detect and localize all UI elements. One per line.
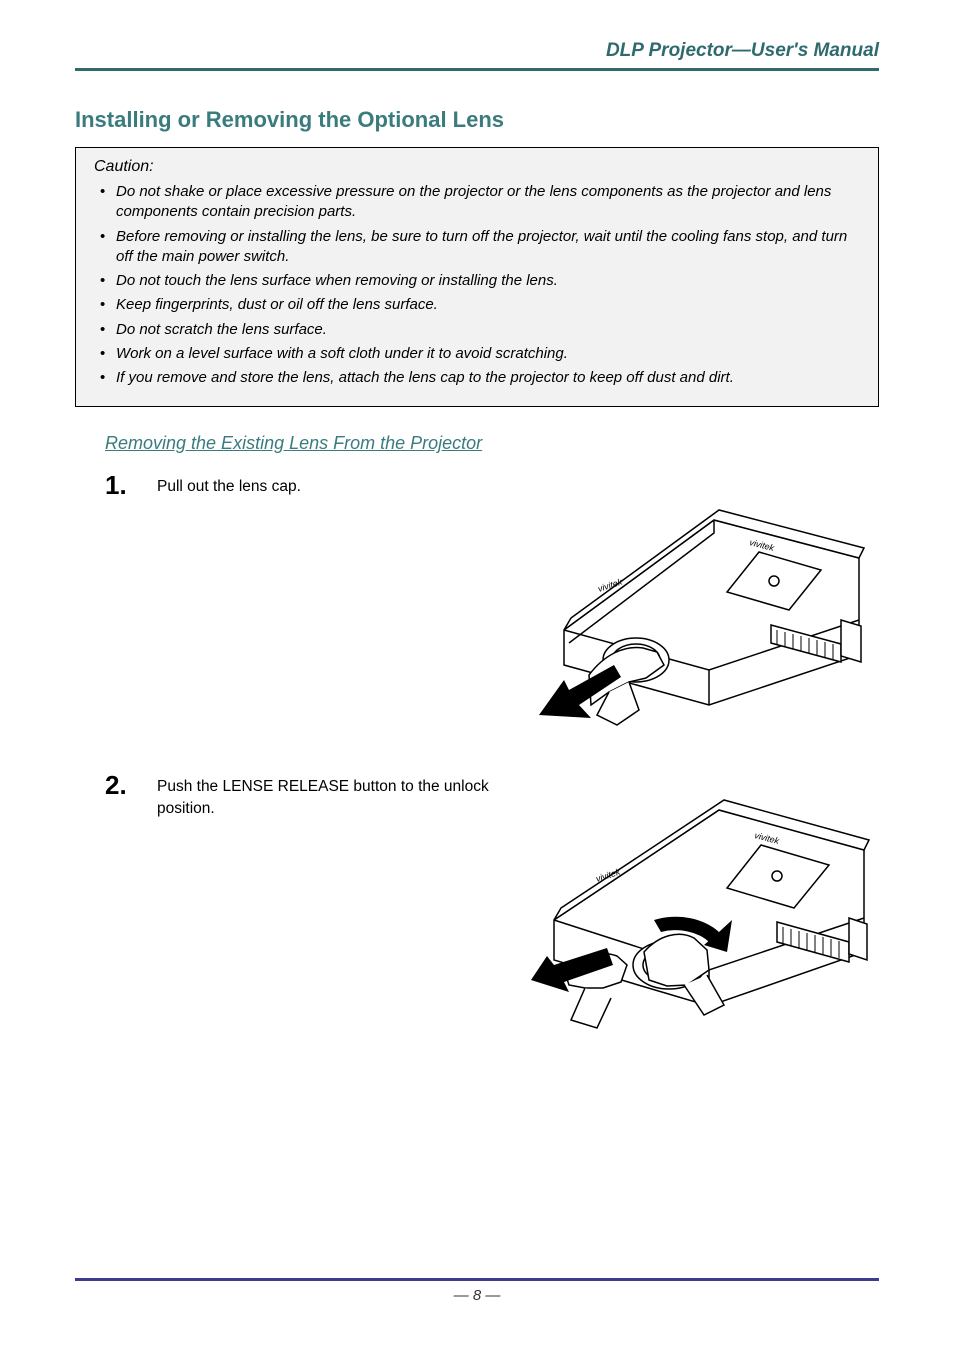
section-title: Installing or Removing the Optional Lens — [75, 107, 879, 133]
step-number: 1. — [105, 470, 157, 501]
caution-item: Keep fingerprints, dust or oil off the l… — [94, 295, 860, 315]
step-illustration: vivitek vivitek — [509, 470, 879, 740]
caution-item: Do not scratch the lens surface. — [94, 320, 860, 340]
page-footer: — 8 — — [75, 1278, 879, 1304]
caution-list: Do not shake or place excessive pressure… — [94, 182, 860, 388]
step-row: 1. Pull out the lens cap. — [105, 470, 879, 740]
step-row: 2. Push the LENSE RELEASE button to the … — [105, 770, 879, 1040]
caution-item: Before removing or installing the lens, … — [94, 227, 860, 268]
caution-item: Do not shake or place excessive pressure… — [94, 182, 860, 223]
caution-label: Caution: — [94, 158, 860, 176]
header-rule — [75, 68, 879, 71]
subsection: Removing the Existing Lens From the Proj… — [105, 433, 879, 1040]
caution-item: If you remove and store the lens, attach… — [94, 368, 860, 388]
footer-rule — [75, 1278, 879, 1281]
step-text: Pull out the lens cap. — [157, 470, 509, 498]
caution-item: Work on a level surface with a soft clot… — [94, 344, 860, 364]
page-number: — 8 — — [75, 1287, 879, 1304]
subsection-title: Removing the Existing Lens From the Proj… — [105, 433, 879, 454]
step-illustration: vivitek vivitek — [509, 770, 879, 1040]
caution-box: Caution: Do not shake or place excessive… — [75, 147, 879, 407]
caution-item: Do not touch the lens surface when remov… — [94, 271, 860, 291]
header-title: DLP Projector—User's Manual — [75, 40, 879, 68]
step-text: Push the LENSE RELEASE button to the unl… — [157, 770, 509, 819]
step-number: 2. — [105, 770, 157, 801]
